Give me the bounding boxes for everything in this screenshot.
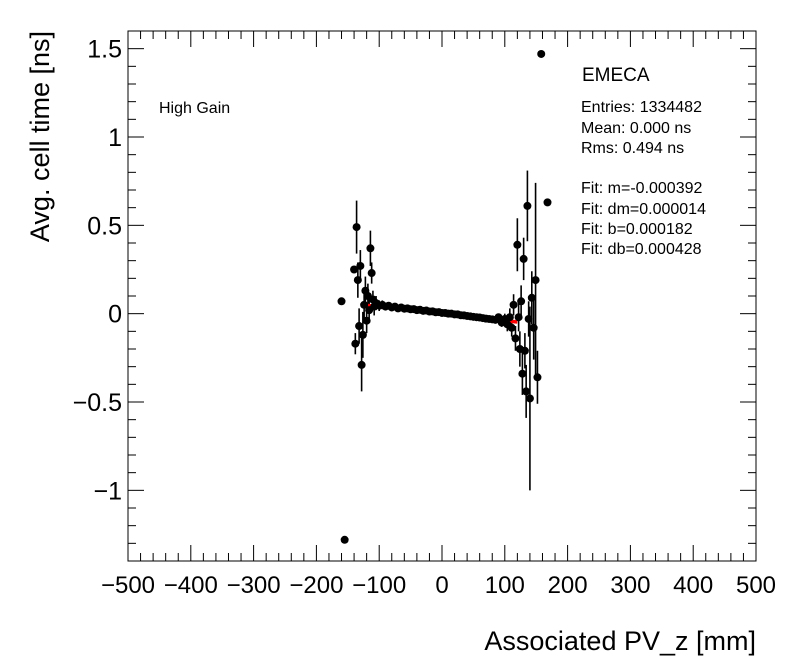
data-point: [524, 314, 533, 323]
x-tick-label: −100: [352, 572, 406, 599]
data-point: [513, 240, 522, 249]
fit-param-b: Fit: b=0.000182: [581, 221, 693, 238]
y-tick-label: −0.5: [73, 389, 122, 417]
data-point: [533, 373, 542, 382]
x-tick-label: 300: [610, 572, 650, 599]
data-points: [337, 49, 552, 544]
axes: −500 −400 −300 −200 −100 0 100 200 300 400 500 −1 −0…: [73, 30, 776, 599]
x-tick-label: 200: [548, 572, 588, 599]
data-point: [514, 313, 523, 322]
data-point: [360, 300, 369, 309]
data-point: [523, 201, 532, 210]
x-tick-label: −300: [227, 572, 281, 599]
stats-entries: Entries: 1334482: [581, 99, 702, 116]
x-tick-label: 500: [736, 572, 776, 599]
fit-param-db: Fit: db=0.000428: [581, 241, 702, 258]
x-axis-label: Associated PV_z [mm]: [484, 626, 756, 656]
data-point: [367, 269, 376, 278]
data-point: [362, 316, 371, 325]
data-point: [356, 261, 365, 270]
data-point: [522, 387, 531, 396]
data-point: [357, 360, 366, 369]
stats-mean: Mean: 0.000 ns: [581, 120, 691, 137]
stats-rms: Rms: 0.494 ns: [581, 140, 684, 157]
data-point: [527, 293, 536, 302]
data-point: [517, 297, 526, 306]
legend-title: EMECA: [582, 65, 650, 86]
y-tick-label: −1: [93, 477, 122, 505]
data-point: [340, 535, 349, 544]
y-tick-label: 1.5: [87, 36, 122, 64]
data-point: [543, 198, 552, 207]
data-point: [511, 334, 520, 343]
data-point: [358, 330, 367, 339]
data-point: [352, 223, 361, 232]
high-gain-label: High Gain: [159, 100, 230, 117]
x-tick-label: −200: [289, 572, 343, 599]
data-point: [505, 313, 514, 322]
data-point: [529, 323, 538, 332]
data-point: [355, 322, 364, 331]
data-point: [507, 323, 516, 332]
data-point: [350, 265, 359, 274]
x-tick-label: −400: [164, 572, 218, 599]
data-point: [353, 276, 362, 285]
data-point: [531, 276, 540, 285]
data-point: [519, 254, 528, 263]
x-tick-label: 100: [485, 572, 525, 599]
data-point: [351, 339, 360, 348]
x-tick-label: 400: [673, 572, 713, 599]
x-tick-label: −500: [101, 572, 155, 599]
data-point: [520, 346, 529, 355]
y-tick-label: 1: [108, 124, 122, 152]
data-point: [518, 369, 527, 378]
data-point: [525, 394, 534, 403]
y-tick-label: 0: [108, 301, 122, 329]
fit-param-dm: Fit: dm=0.000014: [581, 201, 706, 218]
x-tick-label: 0: [435, 572, 448, 599]
data-point: [537, 49, 546, 58]
fit-param-m: Fit: m=-0.000392: [581, 180, 703, 197]
data-point: [366, 244, 375, 253]
data-point: [337, 297, 346, 306]
data-point: [509, 300, 518, 309]
y-axis-label: Avg. cell time [ns]: [25, 31, 55, 242]
y-tick-label: 0.5: [87, 212, 122, 240]
